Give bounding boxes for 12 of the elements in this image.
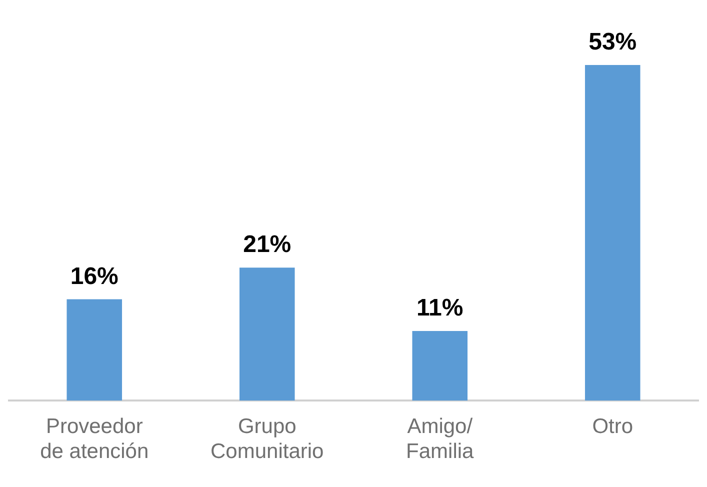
x-tick-label: Amigo/ Familia xyxy=(406,414,474,464)
data-label: 11% xyxy=(416,294,464,322)
bar xyxy=(66,299,122,401)
bar xyxy=(584,64,640,401)
data-label: 21% xyxy=(243,231,292,258)
bar xyxy=(412,330,468,401)
x-tick-label: Otro xyxy=(592,414,634,438)
bar xyxy=(239,268,295,401)
data-label: 53% xyxy=(588,28,637,56)
x-tick-label: Proveedor de atención xyxy=(40,414,149,464)
x-tick-label: Grupo Comunitario xyxy=(210,414,324,464)
data-label: 16% xyxy=(70,262,118,290)
